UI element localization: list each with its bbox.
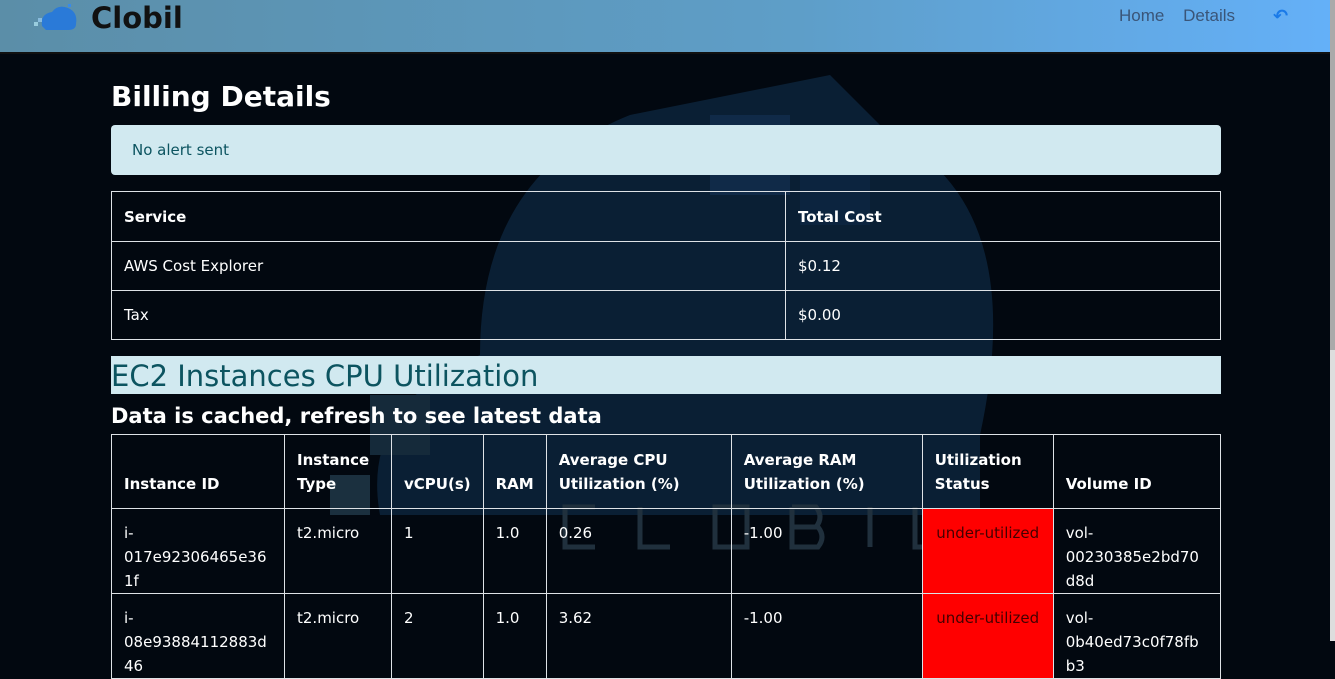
avg-cpu-cell: 3.62 [545, 593, 732, 679]
instance-type-cell: t2.micro [284, 593, 392, 679]
header-utilization-status: Utilization Status [921, 434, 1054, 509]
alert-box: No alert sent [111, 125, 1221, 175]
instance-id-cell: i- 08e93884112883d46 [111, 593, 285, 679]
header-instance-id: Instance ID [111, 434, 285, 509]
service-cell: Tax [111, 290, 786, 340]
navbar: Clobil Home Details ↶ [0, 0, 1330, 54]
table-row: Tax $0.00 [111, 290, 1221, 340]
table-row: AWS Cost Explorer $0.12 [111, 241, 1221, 291]
cost-cell: $0.12 [785, 241, 1221, 291]
page-title: Billing Details [111, 80, 331, 113]
vcpu-cell: 1 [391, 508, 484, 594]
reply-arrow-icon[interactable]: ↶ [1273, 6, 1289, 27]
instance-type-cell: t2.micro [284, 508, 392, 594]
avg-cpu-cell: 0.26 [545, 508, 732, 594]
nav-home-link[interactable]: Home [1119, 6, 1165, 25]
ram-cell: 1.0 [482, 508, 547, 594]
header-ram: RAM [482, 434, 547, 509]
ec2-section-title: EC2 Instances CPU Utilization [111, 356, 1221, 394]
avg-ram-cell: -1.00 [730, 508, 923, 594]
header-instance-type: Instance Type [284, 434, 392, 509]
clobil-logo-icon [34, 4, 77, 31]
scrollbar-thumb[interactable] [1330, 0, 1335, 350]
ec2-table: Instance ID Instance Type vCPU(s) RAM Av… [111, 434, 1222, 679]
table-header-row: Instance ID Instance Type vCPU(s) RAM Av… [111, 434, 1222, 509]
scrollbar[interactable] [1330, 0, 1335, 641]
table-row: i- 08e93884112883d46 t2.micro 2 1.0 3.62 … [111, 593, 1222, 679]
cost-cell: $0.00 [785, 290, 1221, 340]
table-header-row: Service Total Cost [111, 191, 1221, 242]
volume-id-cell: vol- 0b40ed73c0f78fbb3 [1052, 593, 1222, 679]
utilization-status-cell: under-utilized [921, 508, 1054, 594]
header-avg-ram: Average RAM Utilization (%) [730, 434, 923, 509]
volume-id-cell: vol- 00230385e2bd70d8d [1052, 508, 1222, 594]
header-avg-cpu: Average CPU Utilization (%) [545, 434, 732, 509]
brand-name[interactable]: Clobil [91, 1, 183, 35]
billing-table: Service Total Cost AWS Cost Explorer $0.12… [111, 191, 1221, 340]
service-cell: AWS Cost Explorer [111, 241, 786, 291]
nav-details-link[interactable]: Details [1183, 6, 1236, 25]
header-total-cost: Total Cost [785, 191, 1221, 242]
vcpu-cell: 2 [391, 593, 484, 679]
instance-id-cell: i- 017e92306465e361f [111, 508, 285, 594]
header-service: Service [111, 191, 786, 242]
cache-notice: Data is cached, refresh to see latest da… [111, 404, 602, 428]
header-volume-id: Volume ID [1052, 434, 1222, 509]
utilization-status-cell: under-utilized [921, 593, 1054, 679]
header-vcpus: vCPU(s) [391, 434, 484, 509]
table-row: i- 017e92306465e361f t2.micro 1 1.0 0.26 … [111, 508, 1222, 594]
ram-cell: 1.0 [482, 593, 547, 679]
avg-ram-cell: -1.00 [730, 593, 923, 679]
